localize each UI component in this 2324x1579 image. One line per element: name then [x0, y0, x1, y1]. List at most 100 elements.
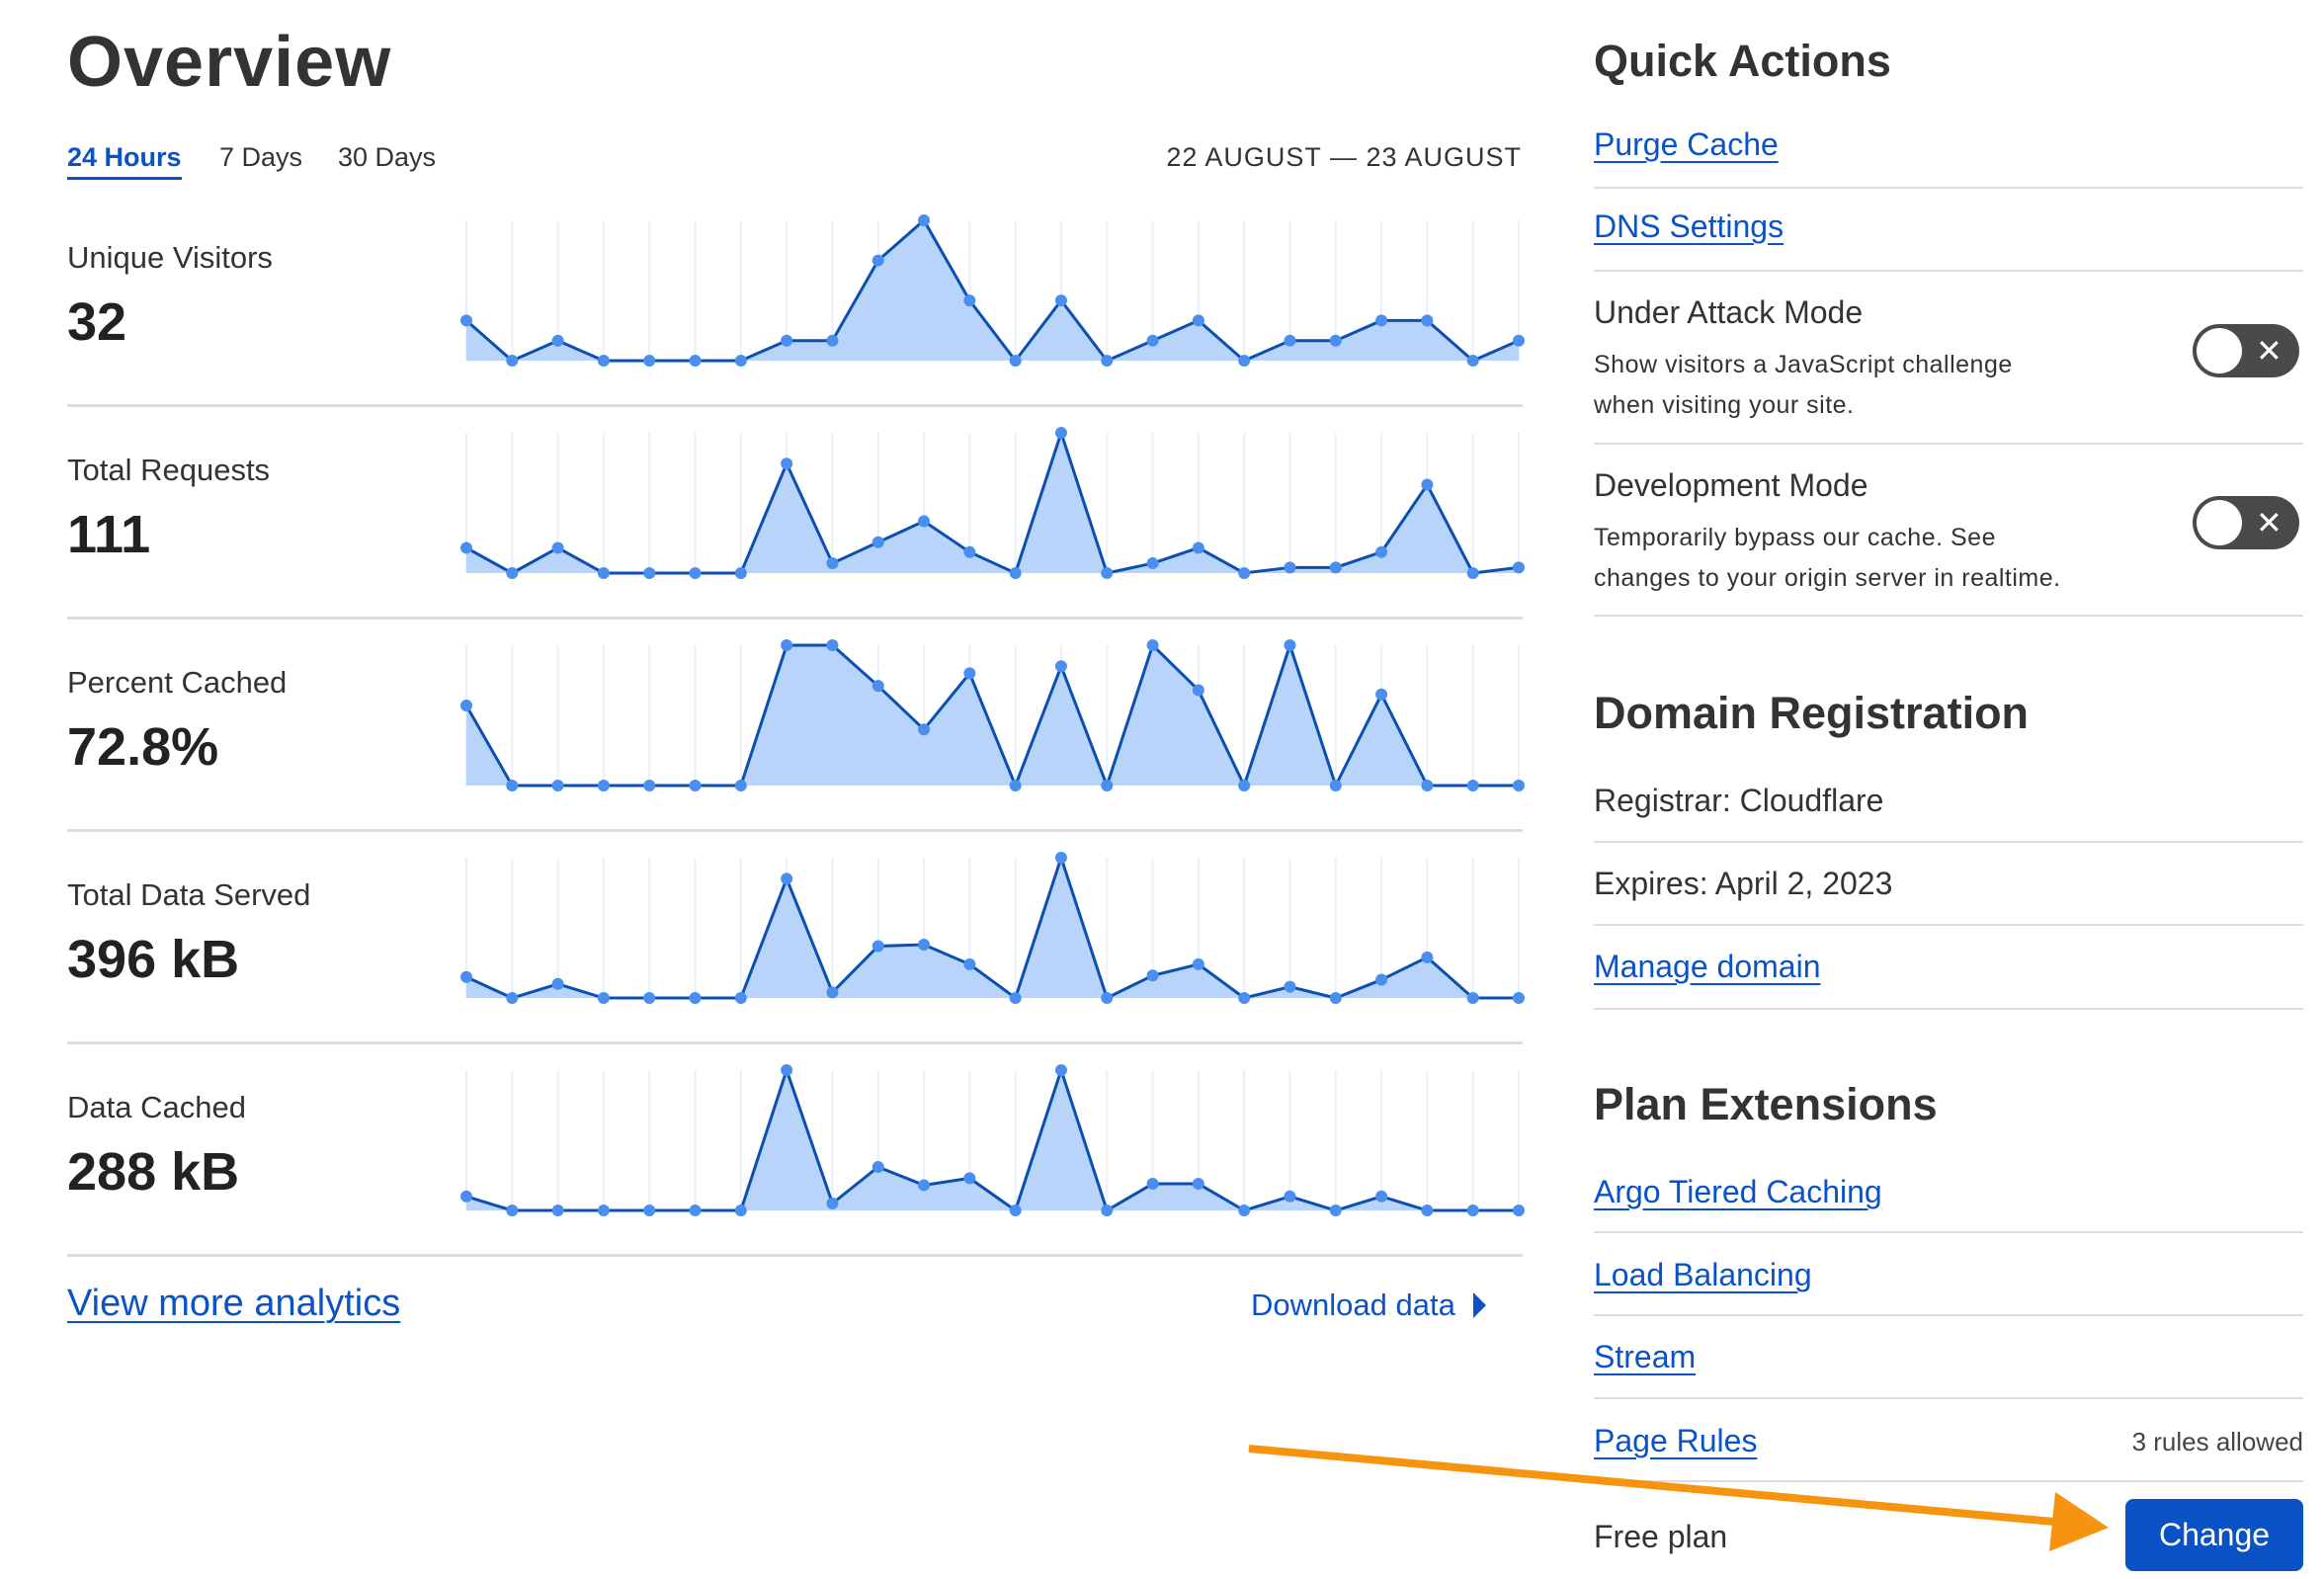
- download-data-link[interactable]: Download data: [1251, 1288, 1486, 1323]
- data-point[interactable]: [826, 557, 839, 570]
- tab-24-hours[interactable]: 24 Hours: [67, 142, 182, 180]
- data-point[interactable]: [1009, 992, 1022, 1004]
- data-point[interactable]: [460, 700, 472, 712]
- data-point[interactable]: [1375, 545, 1388, 558]
- data-point[interactable]: [918, 939, 931, 952]
- data-point[interactable]: [734, 992, 747, 1004]
- data-point[interactable]: [506, 355, 519, 367]
- page-rules-link[interactable]: Page Rules: [1594, 1423, 1758, 1458]
- data-point[interactable]: [872, 254, 884, 267]
- data-point[interactable]: [1513, 561, 1525, 574]
- data-point[interactable]: [1009, 1205, 1022, 1216]
- argo-tiered-caching-link[interactable]: Argo Tiered Caching: [1594, 1174, 1882, 1209]
- data-point[interactable]: [1101, 992, 1114, 1004]
- data-point[interactable]: [1466, 355, 1479, 367]
- data-point[interactable]: [1101, 567, 1114, 579]
- data-point[interactable]: [1192, 684, 1204, 697]
- data-point[interactable]: [1238, 1205, 1251, 1216]
- data-point[interactable]: [918, 214, 931, 226]
- view-more-analytics-link[interactable]: View more analytics: [67, 1283, 401, 1324]
- data-point[interactable]: [1421, 780, 1434, 791]
- data-point[interactable]: [460, 314, 472, 327]
- data-point[interactable]: [826, 334, 839, 347]
- data-point[interactable]: [781, 334, 793, 347]
- data-point[interactable]: [826, 639, 839, 651]
- data-point[interactable]: [1054, 852, 1067, 864]
- data-point[interactable]: [1329, 1205, 1342, 1216]
- data-point[interactable]: [460, 1190, 472, 1203]
- stream-link[interactable]: Stream: [1594, 1339, 1697, 1374]
- data-point[interactable]: [551, 334, 564, 347]
- data-point[interactable]: [506, 780, 519, 791]
- data-point[interactable]: [1101, 780, 1114, 791]
- data-point[interactable]: [1513, 992, 1525, 1004]
- data-point[interactable]: [1192, 541, 1204, 554]
- data-point[interactable]: [1329, 780, 1342, 791]
- data-point[interactable]: [597, 1205, 610, 1216]
- data-point[interactable]: [506, 567, 519, 579]
- data-point[interactable]: [963, 957, 976, 970]
- data-point[interactable]: [1238, 567, 1251, 579]
- data-point[interactable]: [1146, 557, 1159, 570]
- data-point[interactable]: [1421, 314, 1434, 327]
- data-point[interactable]: [1421, 1205, 1434, 1216]
- data-point[interactable]: [1009, 355, 1022, 367]
- data-point[interactable]: [1146, 1178, 1159, 1191]
- data-point[interactable]: [597, 992, 610, 1004]
- data-point[interactable]: [1192, 957, 1204, 970]
- data-point[interactable]: [1513, 780, 1525, 791]
- data-point[interactable]: [1192, 1178, 1204, 1191]
- data-point[interactable]: [734, 1205, 747, 1216]
- data-point[interactable]: [1375, 314, 1388, 327]
- data-point[interactable]: [1329, 561, 1342, 574]
- data-point[interactable]: [1284, 561, 1296, 574]
- data-point[interactable]: [643, 780, 656, 791]
- data-point[interactable]: [643, 992, 656, 1004]
- load-balancing-link[interactable]: Load Balancing: [1594, 1257, 1812, 1292]
- data-point[interactable]: [1146, 969, 1159, 982]
- data-point[interactable]: [1284, 639, 1296, 651]
- data-point[interactable]: [1238, 780, 1251, 791]
- data-point[interactable]: [918, 1179, 931, 1192]
- data-point[interactable]: [1054, 294, 1067, 307]
- data-point[interactable]: [597, 355, 610, 367]
- data-point[interactable]: [1421, 478, 1434, 491]
- data-point[interactable]: [781, 873, 793, 885]
- data-point[interactable]: [643, 355, 656, 367]
- data-point[interactable]: [689, 780, 702, 791]
- data-point[interactable]: [1466, 567, 1479, 579]
- data-point[interactable]: [1146, 639, 1159, 651]
- data-point[interactable]: [506, 1205, 519, 1216]
- data-point[interactable]: [1329, 992, 1342, 1004]
- data-point[interactable]: [1009, 567, 1022, 579]
- data-point[interactable]: [872, 1160, 884, 1173]
- data-point[interactable]: [1466, 1205, 1479, 1216]
- data-point[interactable]: [1421, 951, 1434, 963]
- purge-cache-link[interactable]: Purge Cache: [1594, 126, 1779, 162]
- data-point[interactable]: [781, 639, 793, 651]
- data-point[interactable]: [826, 1197, 839, 1209]
- data-point[interactable]: [551, 541, 564, 554]
- data-point[interactable]: [597, 780, 610, 791]
- data-point[interactable]: [1284, 334, 1296, 347]
- data-point[interactable]: [1466, 780, 1479, 791]
- data-point[interactable]: [1513, 1205, 1525, 1216]
- data-point[interactable]: [1375, 1190, 1388, 1203]
- data-point[interactable]: [1375, 973, 1388, 986]
- data-point[interactable]: [963, 545, 976, 558]
- data-point[interactable]: [506, 992, 519, 1004]
- data-point[interactable]: [1101, 355, 1114, 367]
- data-point[interactable]: [918, 515, 931, 528]
- data-point[interactable]: [872, 536, 884, 548]
- data-point[interactable]: [826, 986, 839, 999]
- data-point[interactable]: [734, 355, 747, 367]
- data-point[interactable]: [963, 667, 976, 680]
- data-point[interactable]: [1054, 660, 1067, 673]
- data-point[interactable]: [689, 992, 702, 1004]
- data-point[interactable]: [551, 977, 564, 990]
- data-point[interactable]: [1284, 980, 1296, 993]
- data-point[interactable]: [1146, 334, 1159, 347]
- data-point[interactable]: [597, 567, 610, 579]
- data-point[interactable]: [734, 780, 747, 791]
- data-point[interactable]: [1513, 334, 1525, 347]
